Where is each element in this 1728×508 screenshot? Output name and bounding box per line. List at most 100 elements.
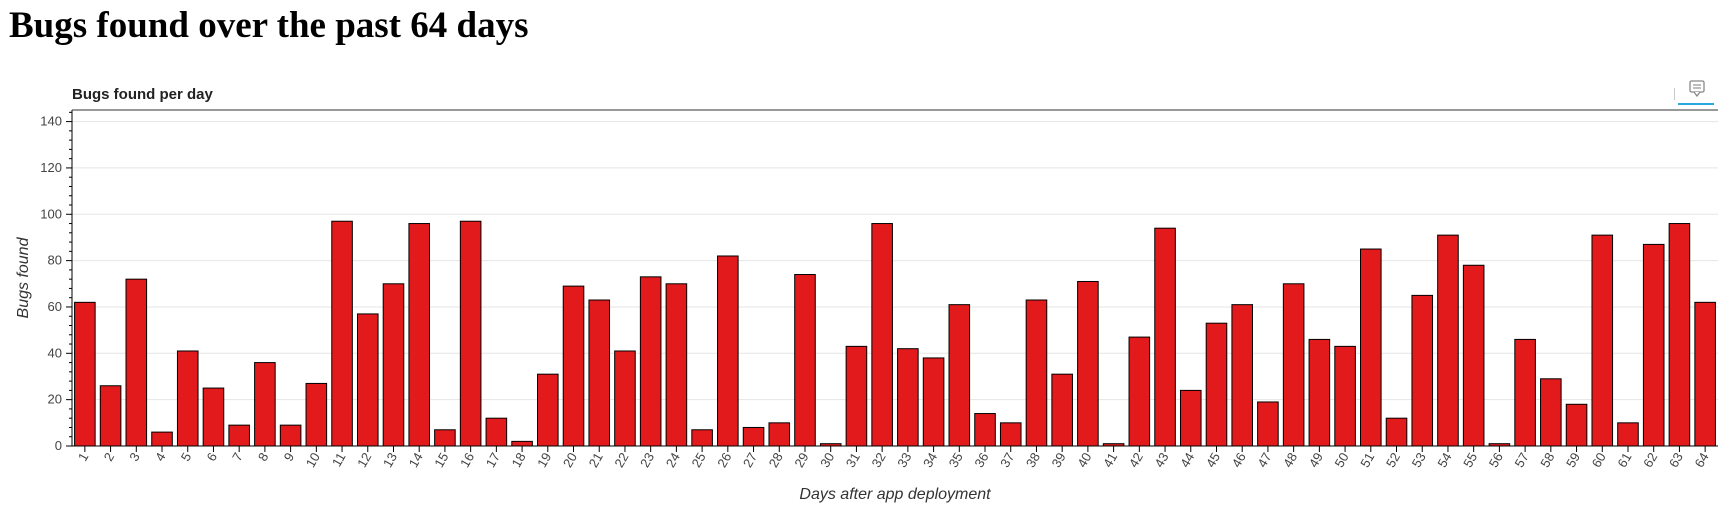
bar-day-28 <box>768 422 791 447</box>
x-tick-label: 52 <box>1383 450 1403 470</box>
x-tick-label: 37 <box>997 450 1017 470</box>
bar-day-29 <box>794 274 816 447</box>
x-tick-label: 43 <box>1151 450 1171 470</box>
chart-container: Bugs found per day 0 20 40 60 80 100 120 140 1 2 3… <box>0 72 1728 508</box>
bar-day-50 <box>1334 345 1356 447</box>
bar-day-58 <box>1540 378 1562 447</box>
y-tick-label: 20 <box>48 392 62 407</box>
x-tick-label: 60 <box>1589 450 1609 470</box>
toolbar-separator <box>1674 88 1675 100</box>
bar-day-9 <box>279 424 302 447</box>
bar-day-7 <box>228 424 250 447</box>
x-tick-label: 25 <box>688 450 708 470</box>
bar-day-18 <box>511 440 533 447</box>
bar-day-13 <box>382 283 405 447</box>
bar-day-6 <box>202 387 225 447</box>
bar-day-53 <box>1411 294 1434 447</box>
bar-day-47 <box>1257 401 1279 447</box>
bar-day-33 <box>897 348 919 447</box>
x-tick-label: 64 <box>1692 450 1712 470</box>
bar-day-62 <box>1642 243 1665 447</box>
bar-day-8 <box>254 362 276 447</box>
x-tick-label: 51 <box>1357 450 1377 470</box>
x-tick-label: 40 <box>1074 450 1094 470</box>
bar-day-25 <box>691 429 713 447</box>
y-tick-label: 40 <box>48 345 62 360</box>
bar-day-32 <box>871 223 893 447</box>
x-tick-label: 46 <box>1229 450 1249 470</box>
bar-day-39 <box>1051 373 1073 447</box>
x-tick-label: 2 <box>101 450 118 464</box>
x-tick-label: 23 <box>637 450 657 470</box>
bar-day-63 <box>1668 223 1691 447</box>
bar-day-31 <box>845 345 868 447</box>
x-tick-label: 26 <box>714 450 734 470</box>
bar-day-14 <box>408 223 431 447</box>
bar-day-23 <box>639 276 662 447</box>
x-tick-label: 11 <box>329 450 349 469</box>
hover-tooltip-icon <box>1689 80 1705 98</box>
x-tick-label: 19 <box>534 450 554 470</box>
bar-day-36 <box>974 413 996 447</box>
x-tick-label: 1 <box>75 450 92 464</box>
x-tick-label: 27 <box>740 450 760 470</box>
x-tick-label: 13 <box>380 450 400 470</box>
x-tick-label: 28 <box>766 450 786 470</box>
x-tick-label: 14 <box>406 450 426 470</box>
bar-day-16 <box>459 220 482 447</box>
x-tick-label: 45 <box>1203 450 1223 470</box>
x-tick-label: 18 <box>508 450 528 470</box>
x-tick-label: 42 <box>1126 450 1146 470</box>
bar-day-15 <box>434 429 456 447</box>
x-tick-label: 54 <box>1434 450 1454 470</box>
x-tick-label: 35 <box>946 450 966 470</box>
bar-day-43 <box>1154 227 1176 447</box>
bar-day-46 <box>1231 304 1254 447</box>
x-tick-label: 39 <box>1049 450 1069 470</box>
bar-day-59 <box>1565 403 1588 447</box>
x-tick-label: 9 <box>281 450 298 464</box>
bar-day-34 <box>922 357 945 447</box>
y-tick-label: 100 <box>40 206 62 221</box>
page-title: Bugs found over the past 64 days <box>9 5 529 46</box>
x-axis-label: Days after app deployment <box>799 486 991 503</box>
bar-day-38 <box>1025 299 1048 447</box>
bar-day-10 <box>305 382 328 447</box>
bar-day-11 <box>331 220 353 447</box>
x-tick-label: 55 <box>1460 450 1480 470</box>
x-tick-label: 3 <box>126 450 143 464</box>
x-tick-label: 20 <box>560 450 580 470</box>
x-tick-label: 12 <box>354 450 374 470</box>
x-tick-label: 24 <box>663 450 683 470</box>
x-tick-label: 8 <box>255 450 272 464</box>
bar-day-12 <box>356 313 379 447</box>
x-tick-label: 16 <box>457 450 477 470</box>
x-tick-label: 61 <box>1614 450 1634 470</box>
x-tick-label: 53 <box>1409 450 1429 470</box>
x-tick-label: 34 <box>920 450 940 470</box>
x-tick-label: 29 <box>791 450 811 470</box>
x-tick-label: 32 <box>869 450 889 470</box>
bar-day-27 <box>742 426 765 447</box>
bar-day-19 <box>537 373 559 447</box>
x-tick-label: 44 <box>1177 450 1197 470</box>
bar-day-49 <box>1308 338 1331 447</box>
y-tick-label: 140 <box>40 114 62 129</box>
bars <box>74 220 1716 447</box>
bar-day-60 <box>1591 234 1614 447</box>
x-tick-label: 56 <box>1486 450 1506 470</box>
bar-day-24 <box>665 283 688 447</box>
y-tick-label: 0 <box>55 438 62 453</box>
bar-day-51 <box>1360 248 1382 447</box>
bar-day-44 <box>1179 389 1202 447</box>
hover-tooltip-button[interactable] <box>1682 78 1712 102</box>
x-tick-label: 22 <box>611 450 631 470</box>
x-tick-label: 41 <box>1100 450 1120 470</box>
bar-day-42 <box>1128 336 1151 447</box>
x-tick-label: 31 <box>843 450 863 470</box>
bar-day-64 <box>1694 301 1716 447</box>
bar-day-3 <box>125 278 148 447</box>
x-tick-label: 21 <box>586 450 606 470</box>
bar-day-57 <box>1514 338 1536 447</box>
